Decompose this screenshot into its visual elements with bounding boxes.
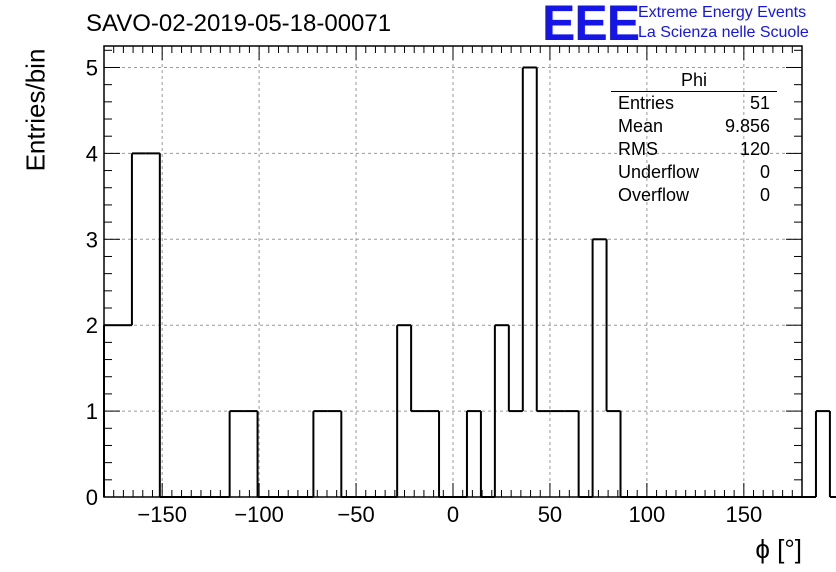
- stats-row-underflow: Underflow 0: [611, 161, 777, 184]
- stats-value: 9.856: [724, 116, 770, 136]
- x-tick-label: 100: [629, 502, 666, 527]
- logo-caption-line2: La Scienza nelle Scuole: [638, 24, 809, 41]
- stats-title: Phi: [611, 69, 777, 92]
- y-tick-label: 3: [86, 227, 98, 252]
- y-axis-label: Entries/bin: [20, 48, 51, 172]
- eee-logo: EEE: [542, 0, 640, 51]
- run-title: SAVO-02-2019-05-18-00071: [86, 10, 392, 37]
- stats-label: Mean: [618, 116, 664, 136]
- stats-box: Phi Entries 51 Mean 9.856 RMS 120 Underf…: [611, 69, 777, 207]
- stats-row-entries: Entries 51: [611, 92, 777, 115]
- stats-value: 0: [759, 185, 770, 205]
- x-tick-label: −100: [234, 502, 284, 527]
- stats-label: Entries: [618, 93, 675, 113]
- x-tick-label: −150: [137, 502, 187, 527]
- logo-caption-line1: Extreme Energy Events: [638, 4, 807, 21]
- y-tick-label: 4: [86, 141, 98, 166]
- x-tick-label: 150: [725, 502, 762, 527]
- x-tick-label: −50: [337, 502, 374, 527]
- y-tick-label: 5: [86, 55, 98, 80]
- y-tick-label: 2: [86, 313, 98, 338]
- stats-row-rms: RMS 120: [611, 138, 777, 161]
- x-axis-label: ϕ [°]: [755, 534, 802, 564]
- stats-row-mean: Mean 9.856: [611, 115, 777, 138]
- stats-value: 0: [759, 162, 770, 182]
- stats-label: Overflow: [618, 185, 690, 205]
- stats-row-overflow: Overflow 0: [611, 184, 777, 207]
- stats-value: 120: [739, 139, 770, 159]
- y-tick-label: 0: [86, 485, 98, 510]
- stats-label: RMS: [618, 139, 658, 159]
- y-tick-label: 1: [86, 399, 98, 424]
- stats-label: Underflow: [618, 162, 700, 182]
- plot-frame: [103, 45, 803, 498]
- x-tick-label: 0: [447, 502, 459, 527]
- x-tick-label: 50: [538, 502, 562, 527]
- stats-value: 51: [749, 93, 770, 113]
